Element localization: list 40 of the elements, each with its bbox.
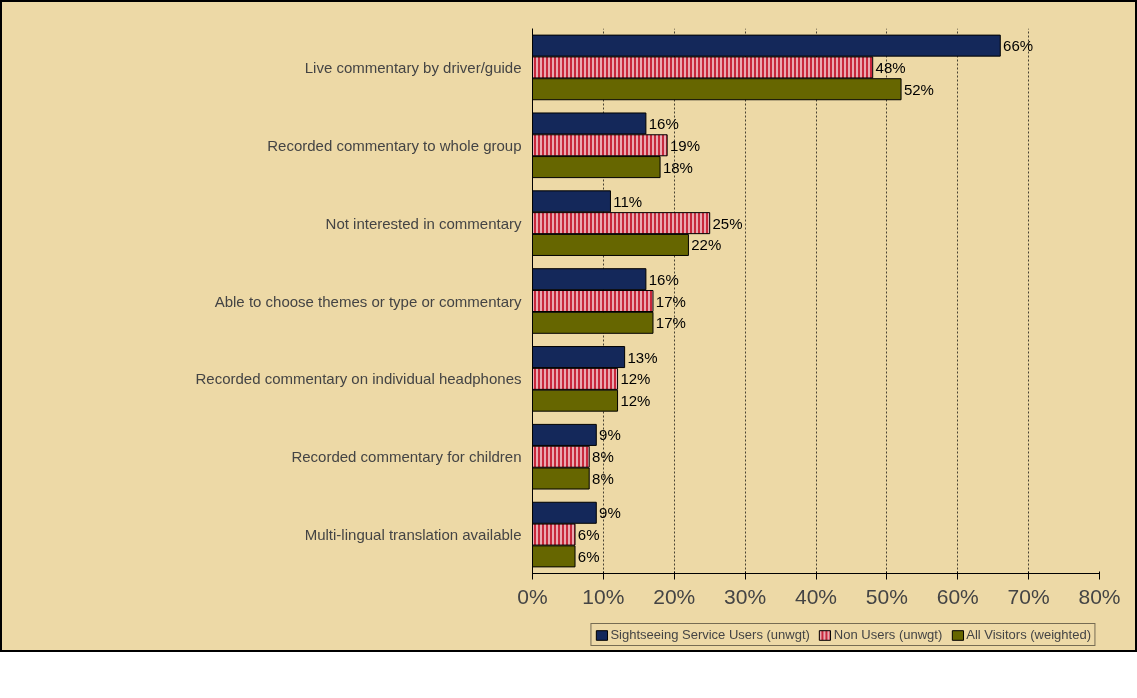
data-label: 17% xyxy=(655,314,686,332)
data-label: 17% xyxy=(655,292,686,310)
x-tick-label: 0% xyxy=(517,584,548,608)
y-tick-label: Recorded commentary for children xyxy=(291,448,522,466)
data-label: 22% xyxy=(691,236,722,254)
data-label: 11% xyxy=(613,192,643,210)
data-label: 6% xyxy=(577,547,600,565)
data-label: 25% xyxy=(712,214,743,232)
legend-label: All Visitors (weighted) xyxy=(966,627,1091,642)
y-tick-label: Able to choose themes or type or commentary xyxy=(214,292,522,310)
data-label: 9% xyxy=(599,426,621,444)
y-tick-label: Not interested in commentary xyxy=(325,214,522,232)
legend-label: Sightseeing Service Users (unwgt) xyxy=(610,627,810,642)
x-tick-label: 70% xyxy=(1007,584,1050,608)
data-label: 52% xyxy=(903,80,934,98)
x-tick-label: 10% xyxy=(582,584,625,608)
y-tick-label: Recorded commentary on individual headphones xyxy=(195,370,522,388)
data-label: 6% xyxy=(577,526,600,544)
data-label: 12% xyxy=(620,370,651,388)
y-tick-label: Live commentary by driver/guide xyxy=(304,58,522,76)
x-tick-label: 50% xyxy=(865,584,908,608)
data-label: 16% xyxy=(648,114,679,132)
data-label: 18% xyxy=(662,158,693,176)
y-tick-label: Multi-lingual translation available xyxy=(304,526,522,544)
data-label: 66% xyxy=(1003,37,1034,55)
data-label: 48% xyxy=(875,58,906,76)
x-tick-label: 60% xyxy=(936,584,979,608)
data-label: 19% xyxy=(670,136,701,154)
legend-label: Non Users (unwgt) xyxy=(833,627,943,642)
data-label: 8% xyxy=(592,470,614,488)
data-label: 12% xyxy=(620,392,651,410)
x-tick-label: 80% xyxy=(1078,584,1121,608)
x-tick-label: 40% xyxy=(794,584,838,608)
y-tick-label: Recorded commentary to whole group xyxy=(267,136,522,154)
x-tick-label: 30% xyxy=(724,584,767,608)
data-label: 9% xyxy=(599,504,621,522)
x-tick-label: 20% xyxy=(653,584,696,608)
data-label: 8% xyxy=(592,448,614,466)
data-label: 13% xyxy=(627,348,658,366)
data-label: 16% xyxy=(648,270,679,288)
